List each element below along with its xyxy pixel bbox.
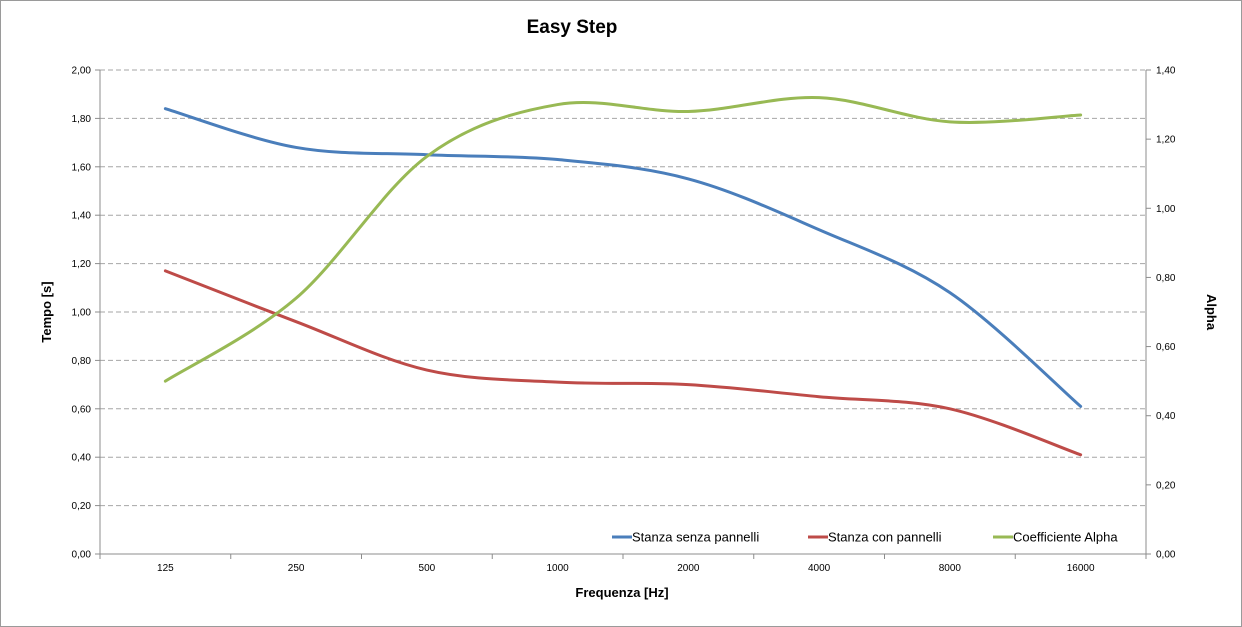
y-tick-label: 1,00 (72, 308, 92, 319)
x-tick-label: 1000 (547, 563, 570, 574)
y2-tick-label: 0,20 (1156, 480, 1176, 491)
y-tick-label: 2,00 (72, 66, 92, 77)
legend-label: Coefficiente Alpha (1013, 530, 1118, 545)
series-line-2 (163, 269, 1083, 457)
x-tick-label: 125 (157, 563, 174, 574)
y-tick-label: 0,40 (72, 453, 92, 464)
y2-tick-label: 0,00 (1156, 550, 1176, 561)
series-lines (163, 96, 1083, 457)
y2-axis-ticks: 0,00 0,20 0,40 0,60 0,80 1,00 1,20 1,40 (1146, 66, 1176, 561)
y-tick-label: 0,20 (72, 501, 92, 512)
y-tick-label: 0,80 (72, 356, 92, 367)
y2-tick-label: 1,00 (1156, 204, 1176, 215)
y2-tick-label: 0,40 (1156, 411, 1176, 422)
y2-axis-title: Alpha (1204, 294, 1219, 331)
grid-lines (100, 69, 1146, 507)
y-tick-label: 1,60 (72, 162, 92, 173)
x-tick-label: 2000 (677, 563, 700, 574)
y-axis-ticks: 0,00 0,20 0,40 0,60 0,80 1,00 1,20 1,40 1,60 1,80… (72, 66, 100, 561)
series-line-3 (163, 96, 1083, 383)
series-line-1 (163, 107, 1083, 408)
x-tick-label: 250 (288, 563, 305, 574)
chart-title: Easy Step (527, 17, 618, 38)
x-axis-ticks: 125 250 500 1000 2000 4000 8000 16000 (99, 554, 1147, 574)
y-tick-label: 0,60 (72, 404, 92, 415)
x-tick-label: 16000 (1067, 563, 1095, 574)
y-tick-label: 1,20 (72, 259, 92, 270)
x-tick-label: 4000 (808, 563, 831, 574)
x-axis-title: Frequenza [Hz] (575, 585, 668, 600)
y2-tick-label: 0,80 (1156, 273, 1176, 284)
legend-label: Stanza con pannelli (828, 530, 942, 545)
y2-tick-label: 1,20 (1156, 135, 1176, 146)
legend: Stanza senza pannelli Stanza con pannelli… (612, 530, 1118, 545)
legend-label: Stanza senza pannelli (632, 530, 759, 545)
y2-tick-label: 0,60 (1156, 342, 1176, 353)
y2-tick-label: 1,40 (1156, 66, 1176, 77)
y-tick-label: 1,80 (72, 114, 92, 125)
x-tick-label: 8000 (939, 563, 962, 574)
y-tick-label: 1,40 (72, 211, 92, 222)
x-tick-label: 500 (419, 563, 436, 574)
y-tick-label: 0,00 (72, 550, 92, 561)
y-axis-title: Tempo [s] (39, 281, 54, 342)
